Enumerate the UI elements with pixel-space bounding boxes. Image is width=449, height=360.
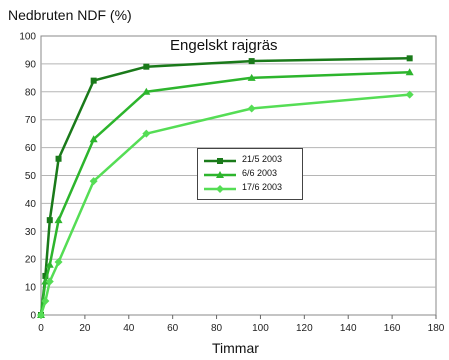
x-tick-label: 120 [296, 323, 313, 334]
data-point-series-3 [41, 297, 50, 306]
y-tick-label: 0 [30, 311, 36, 322]
x-tick-label: 20 [79, 323, 91, 334]
y-tick-label: 20 [25, 255, 37, 266]
legend-label-1: 21/5 2003 [242, 154, 283, 164]
series-line-2 [39, 71, 410, 316]
data-point-series-3 [142, 129, 151, 138]
data-point-series-2 [142, 87, 151, 95]
data-point-series-2 [405, 68, 414, 76]
legend-label-3: 17/6 2003 [242, 182, 283, 192]
x-tick-label: 60 [167, 323, 179, 334]
data-point-series-3 [45, 277, 54, 286]
y-tick-label: 60 [25, 143, 37, 154]
data-point-series-2 [89, 135, 98, 143]
data-point-series-1 [90, 77, 97, 84]
x-tick-label: 0 [38, 323, 44, 334]
y-tick-label: 70 [25, 115, 37, 126]
data-point-series-3 [54, 257, 63, 266]
data-point-series-1 [42, 272, 49, 279]
data-point-series-1 [143, 63, 150, 70]
y-tick-label: 90 [25, 59, 37, 70]
x-tick-label: 40 [123, 323, 135, 334]
x-tick-label: 180 [428, 323, 445, 334]
chart-title: Engelskt rajgräs [170, 37, 278, 54]
data-point-series-2 [247, 73, 256, 81]
legend: 21/5 2003 6/6 2003 17/6 2003 [197, 148, 303, 200]
data-point-series-1 [46, 217, 53, 224]
series-line-1 [39, 57, 410, 316]
x-tick-label: 140 [340, 323, 357, 334]
y-tick-label: 10 [25, 283, 37, 294]
data-point-series-3 [89, 177, 98, 186]
data-point-series-1 [55, 155, 62, 162]
y-tick-label: 80 [25, 87, 37, 98]
y-tick-label: 50 [25, 171, 37, 182]
data-point-series-2 [54, 216, 63, 224]
data-point-series-1 [406, 55, 413, 62]
y-tick-label: 40 [25, 199, 37, 210]
y-tick-label: 30 [25, 227, 37, 238]
legend-label-2: 6/6 2003 [242, 168, 278, 178]
data-point-series-3 [405, 90, 414, 99]
x-tick-label: 100 [252, 323, 269, 334]
y-axis-label: Nedbruten NDF (%) [8, 7, 132, 23]
data-point-series-1 [248, 58, 255, 65]
data-point-series-3 [247, 104, 256, 113]
x-tick-label: 80 [211, 323, 223, 334]
x-tick-label: 160 [384, 323, 401, 334]
data-point-series-3 [37, 311, 45, 319]
x-axis-label: Timmar [212, 340, 259, 356]
y-tick-label: 100 [19, 32, 36, 43]
data-point-series-2 [45, 260, 54, 268]
